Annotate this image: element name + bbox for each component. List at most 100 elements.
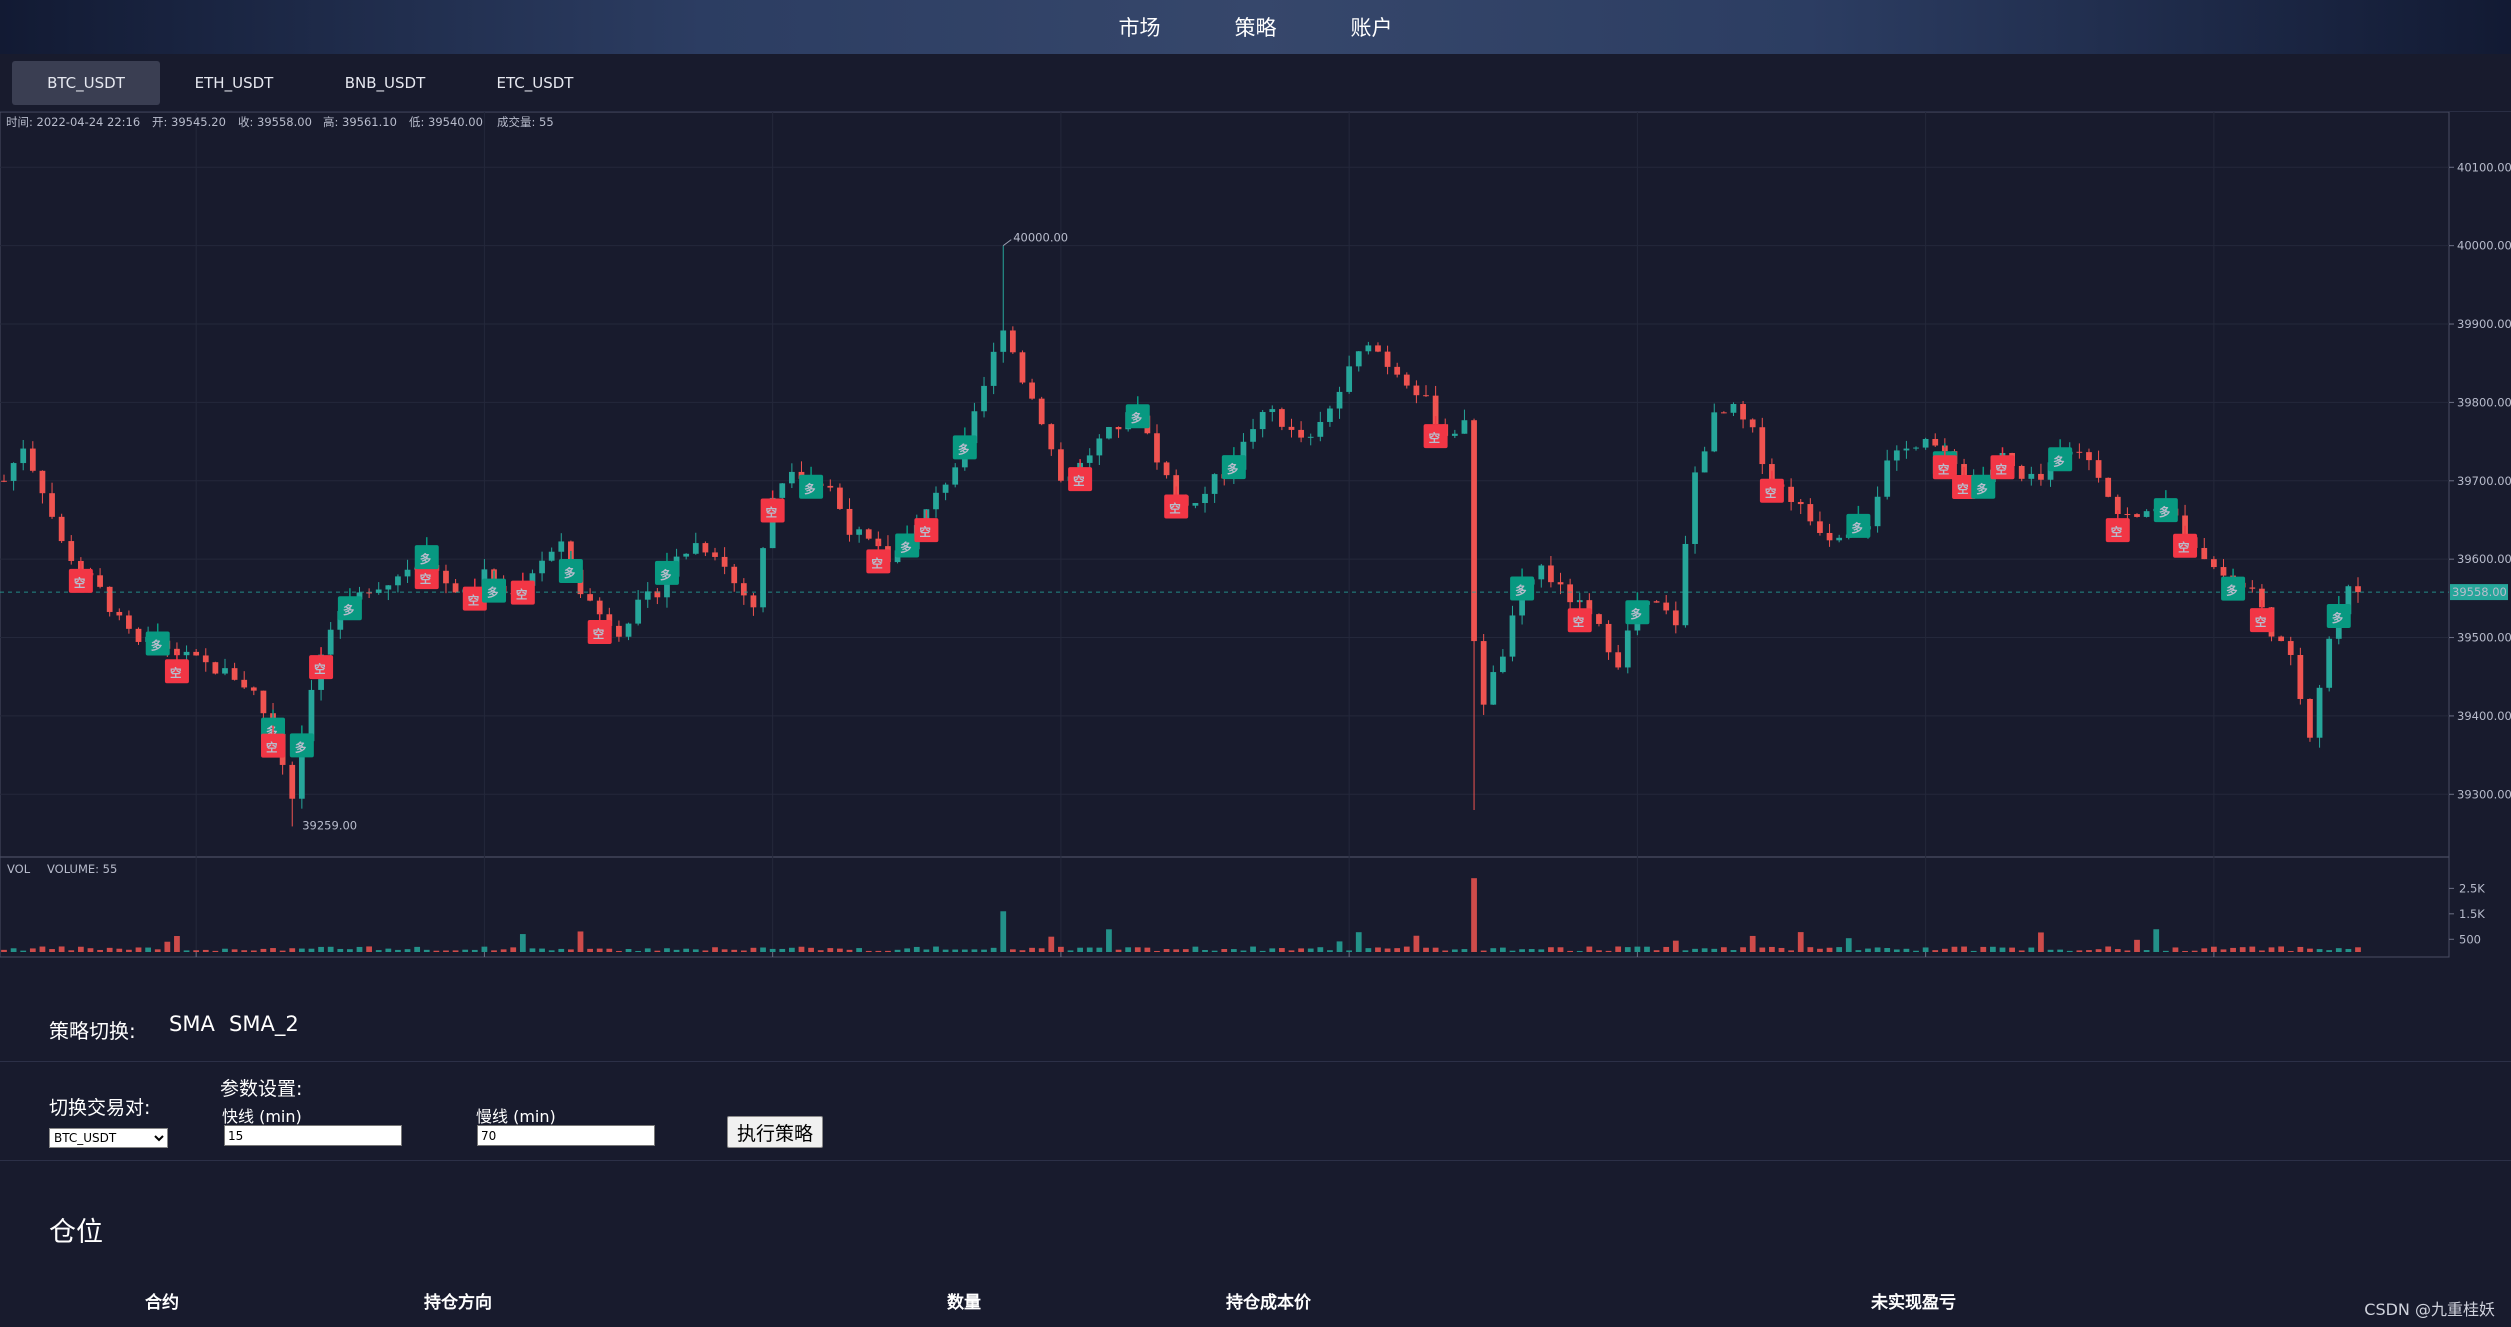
volume-bar bbox=[837, 948, 843, 952]
volume-bar bbox=[318, 946, 324, 952]
volume-bar bbox=[875, 950, 882, 952]
volume-bar bbox=[1865, 948, 1871, 952]
candle-body bbox=[404, 569, 411, 577]
long-signal-label: 多 bbox=[2332, 611, 2344, 625]
candle-body bbox=[183, 651, 190, 656]
chart-canvas[interactable]: 40100.00 40000.00 39900.00 39800.00 39700.00… bbox=[0, 112, 2511, 960]
volume-bar bbox=[2162, 950, 2169, 952]
candle-body bbox=[1019, 352, 1026, 383]
candle-body bbox=[1451, 433, 1458, 436]
volume-bar bbox=[10, 948, 17, 952]
volume-bar bbox=[721, 949, 728, 952]
candle-body bbox=[260, 690, 267, 714]
volume-bar bbox=[2278, 946, 2285, 952]
max-pointer bbox=[1002, 239, 1012, 247]
candle-body bbox=[596, 600, 603, 615]
candle-body bbox=[1567, 584, 1574, 603]
volume-bar bbox=[1807, 947, 1814, 952]
candle-body bbox=[2038, 473, 2044, 480]
long-signal-label: 多 bbox=[900, 540, 912, 554]
candle-body bbox=[1106, 426, 1112, 439]
volume-bar bbox=[913, 946, 920, 952]
min-annotation: 39259.00 bbox=[302, 818, 357, 832]
volume-bar bbox=[39, 946, 46, 952]
volume-bar bbox=[1471, 878, 1477, 952]
volume-bar bbox=[443, 950, 449, 952]
fast-line-input[interactable] bbox=[224, 1125, 402, 1146]
volume-bar bbox=[769, 948, 776, 952]
candle-body bbox=[49, 493, 55, 517]
volume-bar bbox=[2230, 947, 2236, 952]
candle-body bbox=[702, 543, 709, 553]
volume-bar bbox=[1749, 935, 1756, 952]
candle-body bbox=[1029, 382, 1035, 399]
volume-bar bbox=[1269, 948, 1276, 952]
volume-bar bbox=[1701, 948, 1708, 952]
candle-body bbox=[1403, 374, 1410, 386]
slow-line-input[interactable] bbox=[477, 1125, 655, 1146]
nav-market[interactable]: 市场 bbox=[1118, 16, 1161, 40]
volume-bar bbox=[1615, 946, 1622, 952]
volume-bar bbox=[1519, 949, 1525, 952]
long-signal-label: 多 bbox=[420, 552, 432, 566]
volume-bar bbox=[97, 949, 103, 952]
volume-axis-label: 2.5K bbox=[2459, 881, 2485, 895]
tab-etc-usdt[interactable]: ETC_USDT bbox=[496, 74, 574, 92]
volume-bar bbox=[1980, 946, 1987, 952]
volume-bar bbox=[1346, 950, 1353, 952]
candle-body bbox=[1365, 345, 1372, 352]
volume-bar bbox=[77, 946, 84, 952]
volume-bar bbox=[1106, 929, 1112, 952]
candle-body bbox=[106, 586, 113, 612]
candle-body bbox=[1596, 614, 1602, 624]
candle-body bbox=[1384, 351, 1391, 367]
volume-bar bbox=[452, 950, 459, 952]
long-signal-marker bbox=[2326, 604, 2351, 629]
candle-body bbox=[692, 543, 699, 554]
volume-bar bbox=[1644, 946, 1650, 952]
tab-bnb-usdt[interactable]: BNB_USDT bbox=[344, 74, 426, 92]
kline-chart[interactable]: 40100.00 40000.00 39900.00 39800.00 39700.00… bbox=[0, 112, 2511, 960]
volume-bar bbox=[298, 948, 305, 952]
pair-select[interactable]: BTC_USDT bbox=[49, 1128, 168, 1148]
long-signal-marker bbox=[482, 578, 507, 603]
nav-strategy[interactable]: 策略 bbox=[1234, 16, 1277, 40]
candle-body bbox=[202, 655, 209, 663]
tab-btc-usdt[interactable]: BTC_USDT bbox=[12, 61, 160, 105]
long-signal-marker bbox=[2221, 576, 2246, 601]
volume-bar bbox=[250, 950, 257, 952]
volume-bar bbox=[1605, 950, 1612, 952]
candle-body bbox=[1009, 330, 1016, 353]
short-signal-marker bbox=[866, 549, 891, 574]
volume-bar bbox=[1730, 950, 1737, 952]
strategy-option-sma[interactable]: SMA bbox=[169, 1012, 215, 1036]
short-signal-marker bbox=[462, 586, 487, 611]
candle-body bbox=[1538, 565, 1545, 580]
nav-account[interactable]: 账户 bbox=[1350, 16, 1393, 40]
col-contract: 合约 bbox=[145, 1293, 179, 1313]
legend-high: 高: 39561.10 bbox=[323, 115, 397, 129]
volume-bar bbox=[1154, 950, 1160, 952]
candle-body bbox=[683, 553, 690, 557]
legend-time: 时间: 2022-04-24 22:16 bbox=[6, 115, 140, 129]
candle-body bbox=[846, 508, 853, 535]
volume-bar bbox=[366, 946, 372, 952]
run-strategy-button[interactable]: 执行策略 bbox=[727, 1116, 823, 1148]
tab-eth-usdt[interactable]: ETH_USDT bbox=[194, 74, 274, 92]
volume-bar bbox=[587, 948, 593, 952]
candle-body bbox=[1759, 427, 1766, 465]
candle-body bbox=[1605, 623, 1612, 653]
candle-body bbox=[2095, 460, 2102, 478]
volume-bar bbox=[145, 947, 151, 952]
strategy-option-sma-2[interactable]: SMA_2 bbox=[229, 1012, 299, 1036]
candle-body bbox=[625, 623, 632, 637]
long-signal-marker bbox=[414, 545, 439, 570]
volume-bar bbox=[116, 948, 123, 952]
volume-bar bbox=[1394, 948, 1401, 952]
strategy-switch-row: 策略切换: SMA SMA_2 bbox=[0, 1000, 2511, 1062]
candle-body bbox=[10, 463, 17, 481]
candle-body bbox=[2105, 477, 2112, 497]
candle-body bbox=[1711, 412, 1718, 452]
volume-bar bbox=[1817, 948, 1823, 952]
candle-body bbox=[1086, 455, 1093, 463]
